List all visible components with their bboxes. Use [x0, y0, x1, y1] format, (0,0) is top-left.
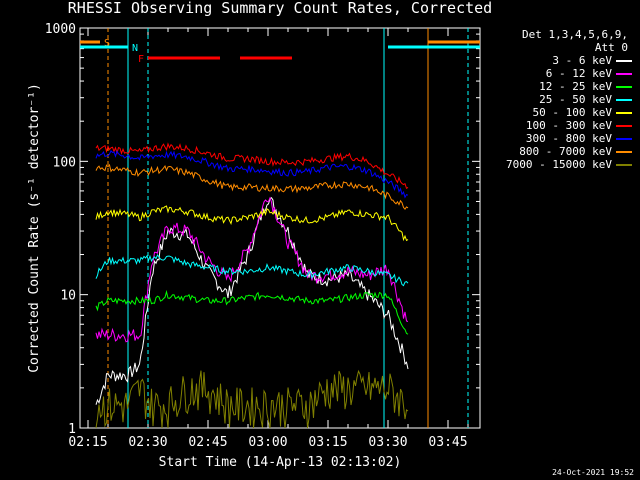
legend-item: 800 - 7000 keV — [484, 145, 634, 158]
series-line — [95, 163, 409, 211]
x-tick-label: 03:00 — [248, 435, 287, 450]
marker-label-F: F — [138, 54, 144, 65]
x-tick-label: 03:45 — [428, 435, 467, 450]
legend-label: 3 - 6 keV — [552, 54, 612, 67]
marker-label-N: N — [132, 43, 138, 54]
legend-label: 6 - 12 keV — [545, 67, 612, 80]
chart-title: RHESSI Observing Summary Count Rates, Co… — [67, 0, 493, 17]
legend-header-detectors: Det 1,3,4,5,6,9, — [522, 28, 628, 41]
y-tick-label: 1 — [68, 422, 76, 437]
series-line — [95, 289, 409, 335]
series-line — [95, 369, 409, 429]
legend-label: 300 - 800 keV — [525, 132, 612, 145]
legend-swatch — [616, 164, 632, 166]
timestamp: 24-Oct-2021 19:52 — [552, 468, 634, 477]
x-tick-label: 03:30 — [368, 435, 407, 450]
legend: Det 1,3,4,5,6,9, Att 0 3 - 6 keV 6 - 12 k… — [484, 28, 634, 171]
x-tick-label: 02:45 — [188, 435, 227, 450]
y-tick-label: 100 — [53, 155, 76, 170]
legend-item: 100 - 300 keV — [484, 119, 634, 132]
marker-label-S: S — [104, 38, 110, 49]
legend-item: 7000 - 15000 keV — [484, 158, 634, 171]
x-tick-label: 02:30 — [128, 435, 167, 450]
legend-label: 25 - 50 keV — [539, 93, 612, 106]
legend-swatch — [616, 112, 632, 114]
legend-header-attenuator: Att 0 — [594, 41, 628, 54]
legend-swatch — [616, 125, 632, 127]
x-tick-label: 02:15 — [68, 435, 107, 450]
legend-label: 7000 - 15000 keV — [506, 158, 612, 171]
legend-swatch — [616, 99, 632, 101]
series-line — [95, 196, 409, 343]
series-line — [95, 149, 409, 199]
series-line — [95, 142, 409, 190]
legend-swatch — [616, 151, 632, 153]
legend-item: 12 - 25 keV — [484, 80, 634, 93]
legend-label: 12 - 25 keV — [539, 80, 612, 93]
x-tick-label: 03:15 — [308, 435, 347, 450]
legend-item: 50 - 100 keV — [484, 106, 634, 119]
legend-label: 100 - 300 keV — [525, 119, 612, 132]
legend-swatch — [616, 86, 632, 88]
legend-item: 6 - 12 keV — [484, 67, 634, 80]
legend-label: 50 - 100 keV — [532, 106, 612, 119]
legend-item: 25 - 50 keV — [484, 93, 634, 106]
series-line — [95, 205, 409, 242]
series-line — [95, 196, 409, 405]
legend-item: 300 - 800 keV — [484, 132, 634, 145]
x-axis-label: Start Time (14-Apr-13 02:13:02) — [158, 455, 402, 470]
legend-swatch — [616, 60, 632, 62]
y-tick-label: 10 — [60, 289, 76, 304]
legend-item: 3 - 6 keV — [484, 54, 634, 67]
y-axis-label: Corrected Count Rate (s⁻¹ detector⁻¹) — [27, 83, 42, 373]
legend-swatch — [616, 73, 632, 75]
series-line — [95, 254, 409, 287]
y-tick-label: 1000 — [45, 22, 76, 37]
legend-label: 800 - 7000 keV — [519, 145, 612, 158]
plot-frame — [79, 27, 481, 429]
legend-swatch — [616, 138, 632, 140]
